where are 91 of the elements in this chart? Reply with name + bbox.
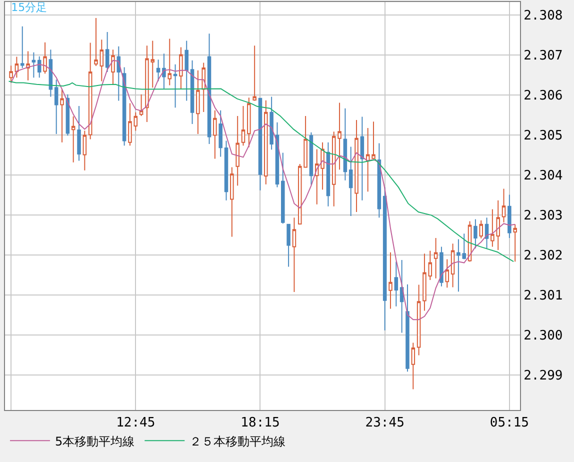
candlestick [326,142,330,207]
candlestick [440,246,444,287]
y-tick-label: 2.301 [524,288,563,304]
candlestick [100,39,104,82]
candlestick [139,94,144,116]
candlestick [416,284,421,356]
y-tick-label: 2.300 [524,328,563,344]
candlestick [400,260,404,334]
candlestick [275,122,280,188]
candlestick [60,88,64,143]
candlestick [207,33,212,144]
y-tick-label: 2.305 [524,128,563,144]
candlestick [213,110,217,160]
candlestick [484,217,489,249]
x-tick-label: 05:15 [490,416,529,431]
candlestick [281,152,285,224]
candlestick [128,102,132,146]
x-tick-label: 23:45 [365,416,404,431]
candlestick [411,342,416,390]
candlestick [508,194,512,238]
candlestick [236,116,240,186]
candlestick [32,52,36,78]
candlestick [388,252,392,310]
y-tick-label: 2.299 [524,368,563,384]
chart-title: 15分足 [11,0,48,14]
candlestick [450,243,455,288]
candlestick [360,116,364,201]
candlestick [179,46,183,90]
candlestick [292,217,296,292]
candlestick [241,106,246,146]
candlestick [26,50,30,81]
candlestick [82,130,87,171]
candlestick [184,40,188,102]
candlestick [252,45,256,102]
y-tick-label: 2.302 [524,248,563,264]
candlestick [348,146,353,216]
y-tick-label: 2.307 [524,48,563,64]
candlestick [445,258,450,288]
candlestick [406,284,410,372]
candlestick [513,224,517,262]
candlestick [258,98,262,191]
candlestick [247,97,251,148]
y-tick-label: 2.303 [524,208,563,224]
candlestick [77,106,81,162]
candlestick [202,62,206,112]
x-tick-label: 12:45 [116,416,156,431]
candlestick [43,42,47,74]
candlestick [20,26,24,68]
candlestick [116,46,121,102]
y-tick-label: 2.306 [524,88,563,104]
candlestick [264,100,268,185]
candlestick [309,132,314,186]
y-tick-label: 2.308 [524,8,563,24]
candlestick [9,65,13,84]
candlestick [162,53,166,90]
candlestick [230,166,234,238]
candlestick [372,121,376,160]
candlestick [343,108,348,181]
candlestick [54,79,58,134]
candlestick [422,253,426,312]
candlestick [286,224,290,268]
candlestick [156,59,160,82]
y-tick-label: 2.304 [524,168,563,184]
candlestick [88,42,92,140]
candlestick [105,32,110,72]
legend-label: 5本移動平均線 [55,434,135,448]
candlestick [14,56,19,78]
legend-label: ２５本移動平均線 [190,434,286,448]
candlestick [474,218,478,249]
candlestick [224,140,228,201]
candlestick [190,60,194,124]
candlestick [196,70,200,134]
candlestick [168,38,172,86]
candlestick [502,188,506,223]
candlestick [434,238,438,279]
candlestick [173,64,178,108]
candlestick [94,18,98,66]
candlestick [428,250,432,280]
candlestick [111,49,115,85]
candlestick [71,116,76,163]
x-tick-label: 18:15 [240,416,280,431]
candlestick [218,110,222,158]
candlestick [394,261,398,307]
candlestick [377,142,382,218]
candlestick [270,96,274,150]
candlestick [48,49,53,98]
candlestick [366,128,370,192]
candlestick [354,120,358,212]
candlestick [37,56,42,78]
candlestick [479,220,483,239]
candlestick [134,112,138,132]
